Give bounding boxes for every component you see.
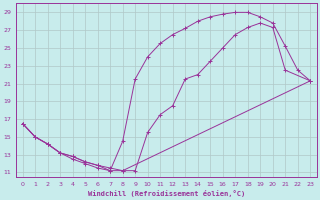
X-axis label: Windchill (Refroidissement éolien,°C): Windchill (Refroidissement éolien,°C) [88,190,245,197]
